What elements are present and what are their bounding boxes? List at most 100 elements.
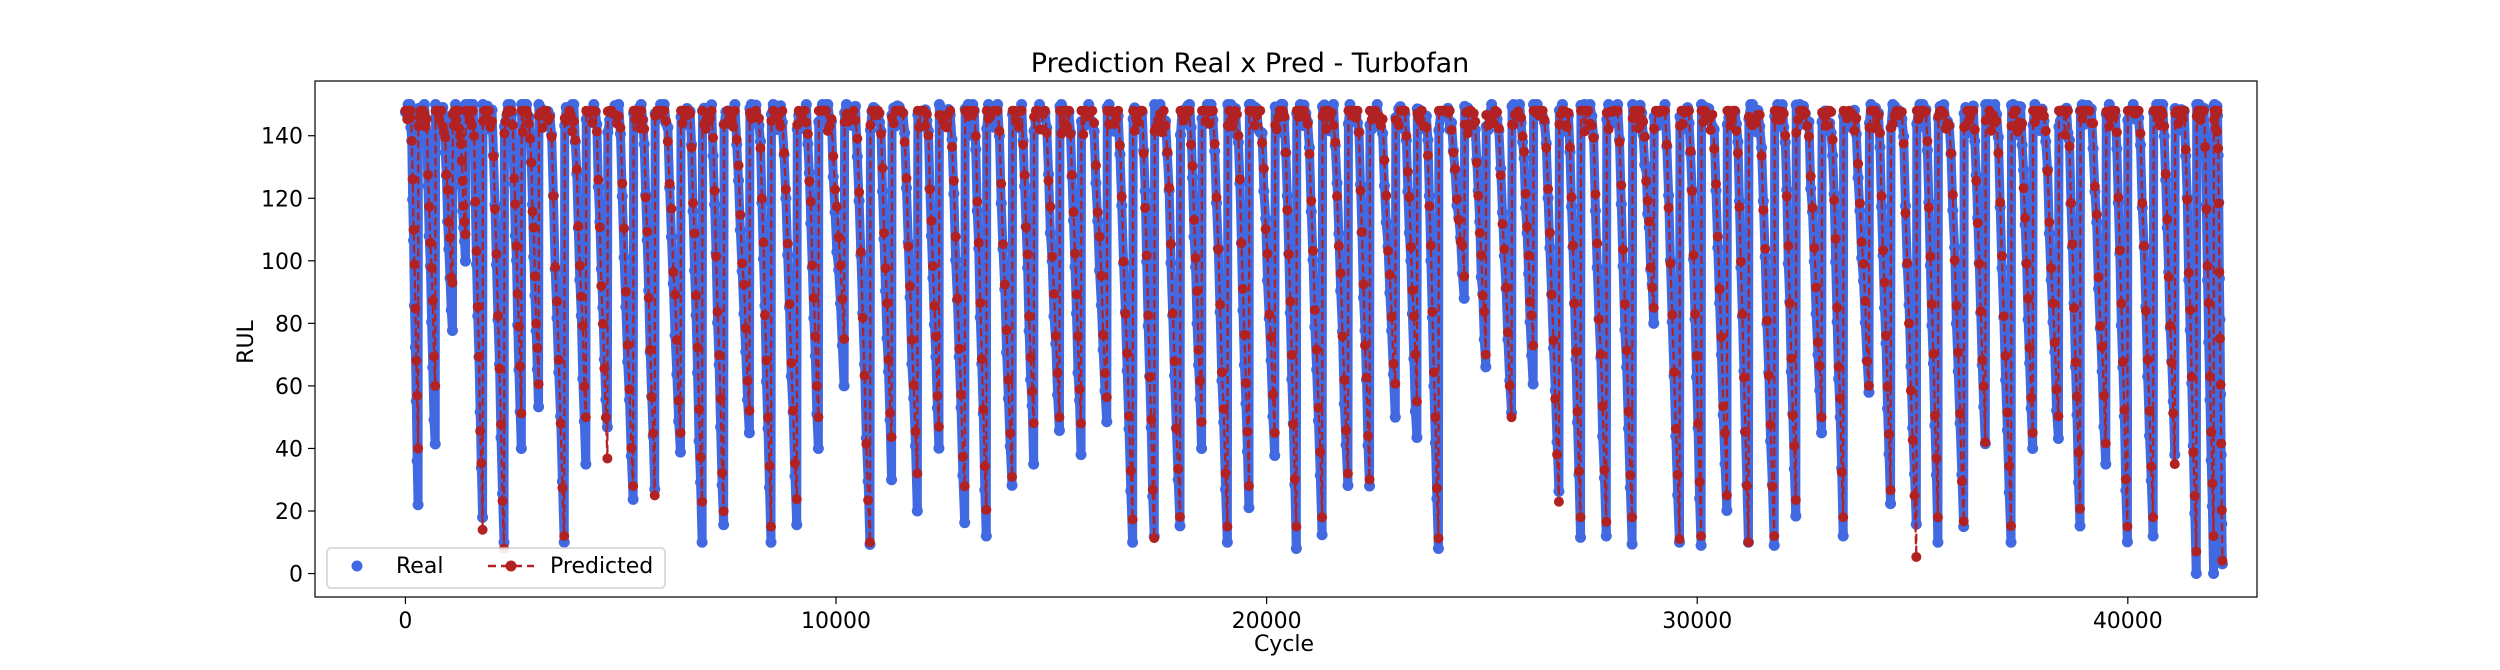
predicted-point bbox=[593, 174, 604, 185]
predicted-point bbox=[1539, 114, 1550, 125]
predicted-point bbox=[2065, 198, 2076, 209]
predicted-point bbox=[779, 147, 790, 158]
predicted-point bbox=[1763, 370, 1774, 381]
predicted-point bbox=[1648, 302, 1659, 313]
predicted-point bbox=[1947, 189, 1958, 200]
predicted-point bbox=[1132, 117, 1143, 128]
predicted-point bbox=[969, 105, 980, 116]
predicted-point bbox=[959, 481, 970, 492]
predicted-point bbox=[1674, 534, 1685, 545]
predicted-point bbox=[512, 288, 523, 299]
predicted-point bbox=[424, 201, 435, 212]
predicted-point bbox=[2183, 267, 2194, 278]
predicted-point bbox=[1737, 309, 1748, 320]
predicted-point bbox=[994, 126, 1005, 137]
predicted-point bbox=[1594, 314, 1605, 325]
predicted-point bbox=[1144, 372, 1155, 383]
predicted-point bbox=[527, 206, 538, 217]
predicted-point bbox=[1098, 329, 1109, 340]
predicted-point bbox=[675, 427, 686, 438]
predicted-point bbox=[908, 379, 919, 390]
predicted-point bbox=[1592, 238, 1603, 249]
predicted-point bbox=[1043, 175, 1054, 186]
predicted-point bbox=[1071, 289, 1082, 300]
predicted-point bbox=[1896, 106, 1907, 117]
predicted-point bbox=[1450, 163, 1461, 174]
predicted-point bbox=[466, 120, 477, 131]
predicted-point bbox=[1669, 367, 1680, 378]
predicted-point bbox=[2202, 260, 2213, 271]
predicted-point bbox=[782, 238, 793, 249]
predicted-point bbox=[1184, 105, 1195, 116]
predicted-point bbox=[901, 173, 912, 184]
predicted-point bbox=[1814, 360, 1825, 371]
predicted-point bbox=[804, 176, 815, 187]
predicted-point bbox=[1013, 121, 1024, 132]
predicted-point bbox=[1528, 340, 1539, 351]
predicted-point bbox=[855, 247, 866, 258]
predicted-point bbox=[1255, 105, 1266, 116]
predicted-point bbox=[1571, 346, 1582, 357]
predicted-point bbox=[903, 241, 914, 252]
predicted-point bbox=[646, 391, 657, 402]
predicted-point bbox=[529, 271, 540, 282]
predicted-point bbox=[1526, 310, 1537, 321]
predicted-point bbox=[515, 361, 526, 372]
predicted-point bbox=[1882, 381, 1893, 392]
real-segment bbox=[1330, 141, 1342, 188]
predicted-point bbox=[1209, 138, 1220, 149]
predicted-point bbox=[2040, 125, 2051, 136]
predicted-point bbox=[2089, 181, 2100, 192]
predicted-point bbox=[1516, 112, 1527, 123]
predicted-point bbox=[1553, 496, 1564, 507]
predicted-point bbox=[972, 196, 983, 207]
predicted-point bbox=[1393, 120, 1404, 131]
real-segment bbox=[1308, 255, 1320, 332]
predicted-point bbox=[2038, 111, 2049, 122]
predicted-point bbox=[2144, 405, 2155, 416]
predicted-point bbox=[460, 229, 471, 240]
predicted-point bbox=[2133, 105, 2144, 116]
predicted-point bbox=[735, 209, 746, 220]
predicted-point bbox=[1951, 300, 1962, 311]
predicted-point bbox=[1468, 108, 1479, 119]
predicted-point bbox=[999, 279, 1010, 290]
predicted-point bbox=[1907, 435, 1918, 446]
predicted-point bbox=[626, 442, 637, 453]
predicted-point bbox=[762, 412, 773, 423]
predicted-point bbox=[910, 426, 921, 437]
real-segment bbox=[1760, 252, 1772, 329]
predicted-point bbox=[1388, 358, 1399, 369]
predicted-point bbox=[924, 184, 935, 195]
predicted-point bbox=[2026, 392, 2037, 403]
predicted-point bbox=[737, 258, 748, 269]
predicted-point bbox=[2198, 105, 2209, 116]
predicted-point bbox=[886, 432, 897, 443]
predicted-point bbox=[2088, 118, 2099, 129]
predicted-point bbox=[837, 293, 848, 304]
predicted-point bbox=[1411, 396, 1422, 407]
predicted-point bbox=[728, 121, 739, 132]
predicted-point bbox=[930, 331, 941, 342]
predicted-point bbox=[600, 412, 611, 423]
predicted-point bbox=[2185, 304, 2196, 315]
predicted-point bbox=[1186, 139, 1197, 150]
predicted-point bbox=[1269, 427, 1280, 438]
predicted-point bbox=[1073, 331, 1084, 342]
predicted-point bbox=[1830, 233, 1841, 244]
predicted-point bbox=[1754, 109, 1765, 120]
predicted-point bbox=[1758, 205, 1769, 216]
predicted-point bbox=[1408, 311, 1419, 322]
predicted-point bbox=[1734, 202, 1745, 213]
predicted-point bbox=[617, 178, 628, 189]
predicted-point bbox=[992, 105, 1003, 116]
predicted-point bbox=[1005, 428, 1016, 439]
predicted-point bbox=[706, 105, 717, 116]
predicted-point bbox=[996, 178, 1007, 189]
predicted-point bbox=[954, 343, 965, 354]
predicted-point bbox=[1955, 408, 1966, 419]
predicted-point bbox=[1089, 117, 1100, 128]
predicted-point bbox=[947, 141, 958, 152]
predicted-point bbox=[673, 395, 684, 406]
predicted-point bbox=[2207, 478, 2218, 489]
